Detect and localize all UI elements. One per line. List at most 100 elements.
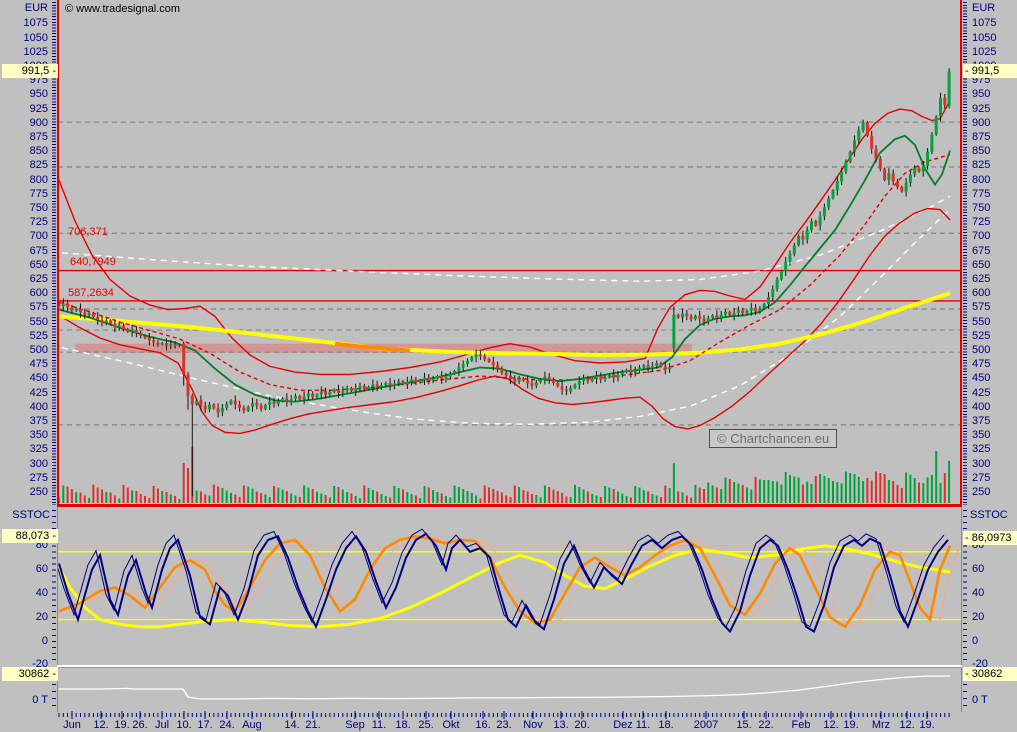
- sstoc-orange-line: [58, 534, 952, 629]
- volume-bar: [840, 483, 843, 503]
- volume-bar: [814, 476, 817, 503]
- candlestick: [203, 405, 207, 410]
- volume-bar: [148, 498, 151, 503]
- volume-bar: [948, 461, 951, 503]
- red-lower-band: [58, 207, 951, 435]
- candlestick: [220, 407, 224, 413]
- date-label: Dez: [613, 719, 633, 731]
- volume-bar: [909, 474, 912, 503]
- volume-bar: [539, 497, 542, 503]
- price-tick-label: 425: [29, 386, 48, 399]
- candlestick: [642, 365, 646, 368]
- volume-bar: [621, 493, 624, 503]
- volume-bar: [763, 480, 766, 503]
- orange-ma-segment: [334, 341, 411, 353]
- candlestick: [521, 378, 525, 381]
- candlestick: [689, 316, 693, 320]
- volume-bar: [101, 489, 103, 503]
- candlestick: [676, 314, 680, 318]
- price-tick-label: 1075: [972, 17, 997, 30]
- volume-bar: [174, 496, 177, 503]
- volume-bar: [92, 484, 95, 503]
- candlestick: [70, 307, 74, 311]
- volume-bar: [423, 486, 426, 503]
- date-label: Okt: [442, 719, 460, 731]
- volume-bar: [918, 482, 920, 503]
- volume-bar: [285, 491, 288, 503]
- volume-bar: [445, 496, 447, 503]
- volume-bar: [367, 488, 370, 503]
- candlestick: [311, 393, 315, 398]
- candlestick: [835, 181, 839, 191]
- price-tick-label: 625: [972, 273, 991, 285]
- volume-bar: [548, 487, 551, 503]
- candlestick: [762, 303, 766, 309]
- candlestick: [883, 168, 887, 181]
- lower-value-marker-right: 30862: [963, 666, 1017, 681]
- candlestick: [724, 311, 727, 315]
- volume-bar: [105, 492, 108, 503]
- sstoc-yellow-line: [58, 544, 951, 629]
- yellow-slow-ma: [58, 291, 951, 358]
- candlestick: [711, 315, 715, 319]
- candlestick: [638, 367, 641, 371]
- volume-bar: [307, 487, 310, 503]
- volume-bar: [483, 485, 486, 503]
- price-tick-label: 375: [29, 415, 48, 427]
- price-tick-label: 925: [29, 102, 48, 115]
- volume-bar: [806, 481, 809, 503]
- sstoc-minor-ticks-left: [52, 510, 56, 664]
- candlestick: [840, 171, 844, 182]
- volume-bar: [255, 491, 258, 503]
- price-tick-label: 500: [29, 344, 48, 356]
- candlestick: [367, 386, 371, 390]
- date-label: 14.: [284, 719, 300, 731]
- price-tick-label: 550: [972, 315, 991, 328]
- volume-bar: [492, 489, 495, 503]
- price-tick-label: 400: [29, 400, 48, 413]
- sstoc-indicator-panel[interactable]: [58, 507, 962, 665]
- volume-bar: [767, 480, 770, 503]
- sstoc-lower-separator: [57, 665, 962, 668]
- volume-bar: [414, 495, 417, 503]
- volume-line-panel[interactable]: [58, 668, 962, 712]
- price-tick-label: 775: [972, 187, 991, 200]
- candlestick: [388, 382, 392, 386]
- sstoc-value-marker-left: 88,073: [2, 528, 58, 543]
- date-label: 23.: [496, 719, 512, 731]
- volume-bar: [70, 489, 73, 503]
- volume-bar: [376, 491, 379, 503]
- price-tick-label: 575: [29, 301, 48, 314]
- volume-bar: [586, 491, 589, 503]
- candlestick: [659, 362, 663, 367]
- candlestick: [805, 230, 809, 240]
- candlestick: [147, 338, 151, 341]
- candlestick: [878, 158, 882, 169]
- candlestick: [139, 333, 143, 336]
- volume-bar: [144, 496, 146, 503]
- volume-bar: [208, 495, 211, 503]
- candlestick: [319, 391, 323, 395]
- date-label: 20.: [574, 719, 590, 731]
- price-minor-ticks-left: [52, 2, 56, 505]
- volume-bar: [75, 492, 78, 503]
- sstoc-tick-label: 0: [41, 634, 48, 647]
- price-tick-label: 650: [972, 258, 991, 271]
- price-tick-label: 850: [972, 145, 991, 158]
- volume-bar: [62, 485, 65, 503]
- price-tick-label: 325: [972, 443, 991, 456]
- price-tick-label: 300: [972, 457, 991, 470]
- volume-bar: [251, 488, 254, 503]
- price-tick-label: 725: [972, 216, 991, 229]
- volume-bar: [561, 493, 564, 503]
- volume-bar: [311, 489, 314, 503]
- candlestick: [771, 289, 775, 298]
- price-tick-label: 575: [972, 301, 991, 314]
- sstoc-tick-label: 20: [35, 610, 48, 623]
- candlestick: [784, 261, 788, 271]
- main-price-panel[interactable]: [58, 0, 962, 506]
- volume-bar: [707, 482, 710, 503]
- red-dashed-ma: [58, 153, 951, 391]
- volume-bar: [380, 494, 383, 503]
- candlestick: [517, 378, 521, 382]
